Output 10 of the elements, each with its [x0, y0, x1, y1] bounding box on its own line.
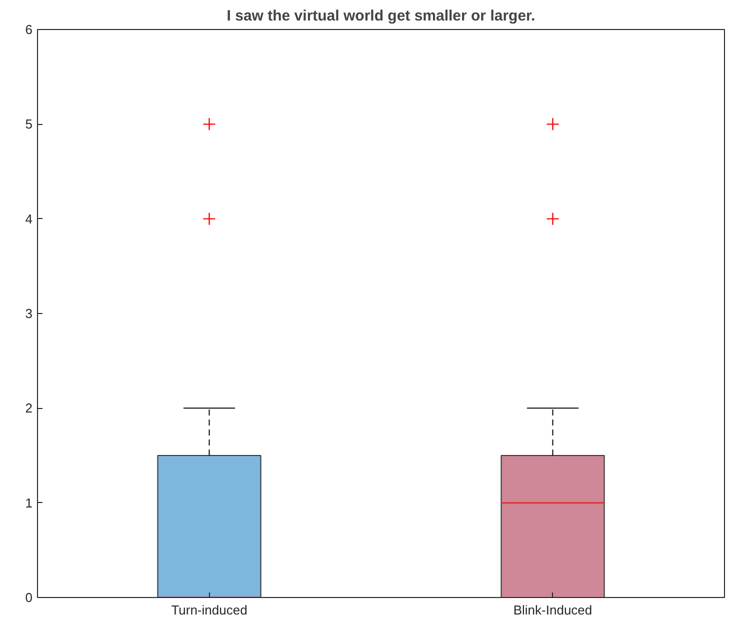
x-tick-label: Blink-Induced	[513, 602, 592, 618]
y-tick-label: 0	[25, 590, 33, 605]
y-tick-label: 1	[25, 495, 33, 510]
y-tick-label: 3	[25, 306, 33, 321]
x-tick-label: Turn-induced	[171, 602, 248, 618]
chart-title: I saw the virtual world get smaller or larger.	[226, 8, 536, 24]
y-tick-label: 2	[25, 400, 33, 416]
y-tick-label: 5	[25, 116, 33, 132]
y-tick-label: 4	[25, 211, 33, 226]
y-tick-label: 6	[25, 22, 33, 37]
